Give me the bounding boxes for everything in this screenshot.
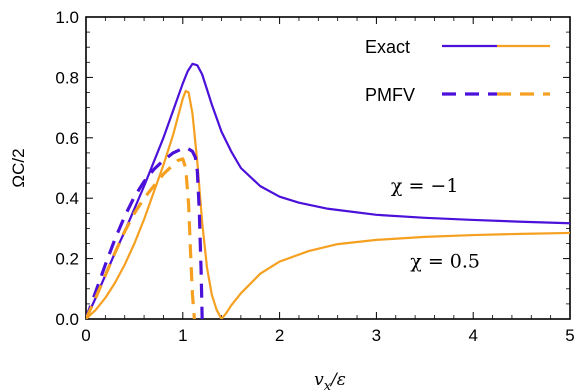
y-tick-label: 0.0: [55, 310, 79, 329]
x-axis-title-rest: /ε: [329, 370, 346, 390]
y-tick-label: 1.0: [55, 8, 79, 27]
y-tick-label: 0.8: [55, 68, 79, 87]
x-axis-title-sub: x: [324, 379, 332, 391]
y-tick-label: 0.6: [55, 129, 79, 148]
x-tick-label: 1: [178, 326, 187, 345]
series-layer: [86, 62, 570, 319]
series-line-2: [86, 146, 204, 319]
series-line-1: [86, 89, 570, 319]
x-tick-label: 5: [565, 326, 574, 345]
y-axis-title: ΩC/2: [9, 148, 28, 187]
legend-label-exact: Exact: [365, 37, 410, 57]
x-tick-label: 3: [372, 326, 381, 345]
x-axis-title: vx/ε: [314, 370, 346, 391]
legend-label-pmfv: PMFV: [365, 85, 415, 105]
x-tick-label: 0: [81, 326, 90, 345]
x-axis-title-main: v: [314, 370, 324, 390]
annotation-chi-neg1: χ = −1: [391, 175, 459, 197]
legend: Exact PMFV: [365, 37, 550, 105]
series-line-3: [86, 157, 197, 319]
x-tick-label: 4: [468, 326, 477, 345]
axis-ticks: [85, 16, 571, 320]
x-tick-label: 2: [275, 326, 284, 345]
series-line-0: [86, 62, 570, 319]
axis-tick-labels: 0 1 2 3 4 5 0.0 0.2 0.4 0.6 0.8 1.0: [55, 8, 574, 345]
annotation-chi-0-5: χ = 0.5: [410, 251, 480, 273]
y-tick-label: 0.2: [55, 250, 79, 269]
plot-frame: [85, 16, 571, 320]
y-tick-label: 0.4: [55, 189, 79, 208]
